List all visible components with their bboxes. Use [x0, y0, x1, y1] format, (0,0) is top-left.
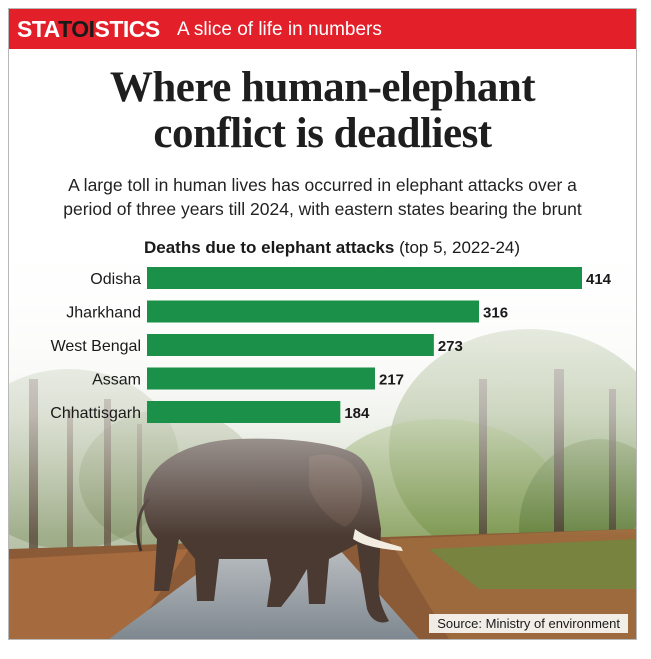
title-line-1: Where human-elephant	[109, 64, 536, 111]
bar-value-label: 414	[586, 271, 612, 288]
chart-title-rest: (top 5, 2022-24)	[394, 238, 520, 257]
bar-value-label: 273	[438, 338, 463, 355]
subtitle: A large toll in human lives has occurred…	[9, 173, 636, 221]
bar	[147, 334, 434, 356]
source-note: Source: Ministry of environment	[429, 614, 628, 633]
infographic-frame: STATOISTICS A slice of life in numbers W…	[8, 8, 637, 640]
chart-title: Deaths due to elephant attacks (top 5, 2…	[144, 238, 520, 257]
header-banner: STATOISTICS A slice of life in numbers	[9, 9, 636, 49]
bar	[147, 267, 582, 289]
category-label: West Bengal	[51, 338, 141, 355]
subtitle-line-1: A large toll in human lives has occurred…	[68, 175, 577, 195]
bar-value-label: 217	[379, 372, 404, 389]
bar-value-label: 316	[483, 305, 508, 322]
title-line-2: conflict is deadliest	[153, 110, 492, 157]
category-label: Assam	[92, 372, 141, 389]
bar	[147, 367, 376, 390]
brand-part-2: TOI	[58, 16, 95, 42]
bar	[147, 300, 480, 323]
bar	[147, 401, 341, 423]
brand-logo: STATOISTICS	[17, 13, 160, 45]
category-label: Jharkhand	[66, 305, 141, 322]
tagline: A slice of life in numbers	[177, 19, 382, 40]
category-label: Odisha	[90, 271, 141, 288]
bar-chart: Deaths due to elephant attacks (top 5, 2…	[50, 238, 612, 423]
page-title: Where human-elephant conflict is deadlie…	[9, 65, 636, 157]
brand-part-3: STICS	[94, 16, 161, 42]
chart-title-bold: Deaths due to elephant attacks	[144, 238, 394, 257]
brand-part-1: STA	[17, 16, 59, 42]
bar-value-label: 184	[344, 405, 370, 422]
subtitle-line-2: period of three years till 2024, with ea…	[63, 199, 582, 219]
category-label: Chhattisgarh	[50, 405, 141, 422]
forest-road-elephant-photo	[9, 229, 636, 639]
